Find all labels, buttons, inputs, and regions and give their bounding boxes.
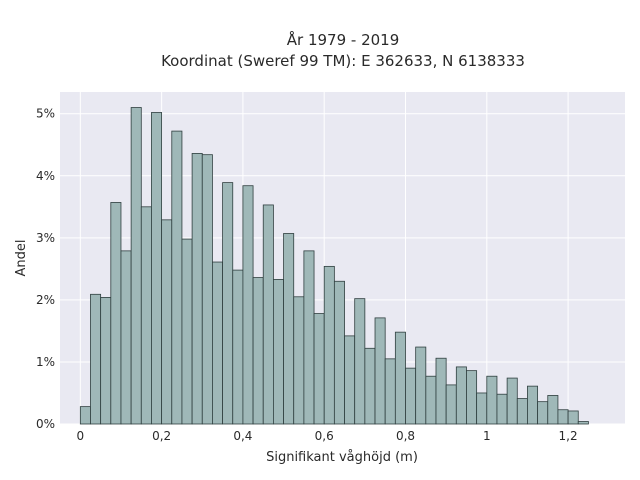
histogram-bar: [537, 401, 549, 425]
histogram-bar: [262, 204, 274, 425]
histogram-bar: [496, 393, 508, 425]
y-tick-label: 0%: [36, 417, 55, 431]
chart-subtitle: Koordinat (Sweref 99 TM): E 362633, N 61…: [161, 52, 525, 70]
histogram-bar: [557, 409, 569, 425]
histogram-bar: [171, 130, 183, 425]
histogram-bar: [486, 375, 498, 425]
histogram-bar: [313, 313, 325, 425]
histogram-bar: [567, 410, 579, 425]
histogram-bar: [506, 377, 518, 425]
histogram-bar: [222, 182, 234, 425]
histogram-bar: [445, 384, 457, 425]
histogram-bar: [344, 335, 356, 425]
y-tick-label: 4%: [36, 169, 55, 183]
x-tick-label: 1: [483, 429, 491, 443]
histogram-bar: [181, 238, 193, 425]
histogram-bar: [394, 331, 406, 425]
y-axis-ticks: 0% 1% 2% 3% 4% 5%: [36, 107, 55, 431]
histogram-bar: [303, 250, 315, 425]
histogram-bar: [384, 358, 396, 425]
histogram-bar: [252, 277, 264, 425]
histogram-bar: [212, 261, 223, 425]
histogram-bar: [151, 112, 163, 425]
histogram-bar: [476, 392, 488, 425]
histogram-bar: [527, 385, 539, 425]
histogram-bar: [232, 269, 244, 425]
x-tick-label: 0,2: [152, 429, 171, 443]
histogram-bar: [455, 366, 467, 425]
histogram-bar: [272, 279, 284, 425]
histogram-bar: [577, 421, 589, 425]
histogram-bar: [516, 398, 528, 425]
histogram-bar: [90, 293, 102, 425]
x-tick-label: 0,8: [396, 429, 415, 443]
histogram-bar: [283, 233, 295, 425]
histogram-bar: [333, 280, 345, 425]
x-tick-label: 0,6: [315, 429, 334, 443]
y-tick-label: 2%: [36, 293, 55, 307]
y-axis-label: Andel: [14, 240, 29, 277]
chart-title: År 1979 - 2019: [287, 30, 400, 49]
histogram-bar: [120, 250, 132, 425]
histogram-bar: [374, 317, 386, 425]
histogram-bar: [364, 347, 376, 425]
x-tick-label: 0,4: [233, 429, 252, 443]
x-tick-label: 0: [77, 429, 85, 443]
x-axis-ticks: 0 0,2 0,4 0,6 0,8 1 1,2: [77, 429, 578, 443]
x-axis-label: Signifikant våghöjd (m): [266, 450, 418, 465]
histogram-bars: [79, 107, 589, 425]
histogram-bar: [323, 265, 335, 425]
histogram-bar: [140, 206, 152, 425]
histogram-bar: [547, 395, 559, 425]
y-tick-label: 3%: [36, 231, 55, 245]
histogram-bar: [110, 202, 122, 425]
histogram-bar: [435, 357, 447, 425]
y-tick-label: 5%: [36, 107, 55, 121]
histogram-bar: [466, 370, 478, 425]
histogram-bar: [415, 346, 427, 425]
y-tick-label: 1%: [36, 355, 55, 369]
histogram-bar: [354, 298, 366, 425]
histogram-bar: [293, 296, 305, 425]
histogram-bar: [242, 185, 254, 425]
histogram-bar: [100, 297, 112, 425]
histogram-bar: [130, 107, 142, 425]
x-tick-label: 1,2: [559, 429, 578, 443]
histogram-bar: [79, 406, 91, 425]
histogram-bar: [191, 153, 203, 425]
histogram-bar: [161, 219, 173, 425]
histogram-bar: [201, 154, 213, 425]
histogram-bar: [425, 375, 437, 425]
histogram-bar: [405, 367, 417, 425]
